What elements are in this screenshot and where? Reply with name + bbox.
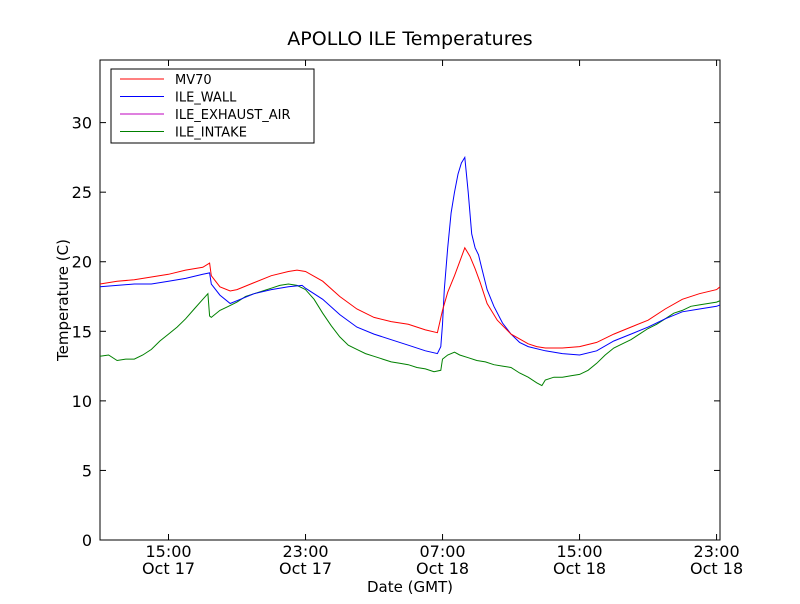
legend-label: ILE_INTAKE <box>175 126 247 141</box>
legend-label: ILE_WALL <box>175 91 237 106</box>
x-tick-label-date: Oct 18 <box>416 559 469 578</box>
series-line-mv70 <box>100 246 720 349</box>
x-tick-label-time: 23:00 <box>282 542 328 561</box>
x-tick-label-date: Oct 17 <box>142 559 195 578</box>
series-layer <box>100 155 720 387</box>
legend-label: MV70 <box>175 73 212 88</box>
series-line-ile-wall <box>100 155 720 356</box>
x-tick-label-time: 15:00 <box>145 542 191 561</box>
x-tick-label-date: Oct 18 <box>553 559 606 578</box>
x-tick-label-time: 15:00 <box>557 542 603 561</box>
y-tick-label: 5 <box>82 461 92 480</box>
legend: MV70 ILE_WALL ILE_EXHAUST_AIR ILE_INTAKE <box>110 68 315 144</box>
x-tick-label-date: Oct 17 <box>279 559 332 578</box>
x-axis-label: Date (GMT) <box>367 578 453 596</box>
legend-label: ILE_EXHAUST_AIR <box>175 108 291 123</box>
y-tick-label: 30 <box>72 114 92 133</box>
y-tick-label: 0 <box>82 531 92 550</box>
x-tick-label-time: 23:00 <box>694 542 740 561</box>
legend-box <box>110 68 315 144</box>
x-tick-label-date: Oct 18 <box>690 559 743 578</box>
y-tick-label: 10 <box>72 392 92 411</box>
x-tick-label-time: 07:00 <box>419 542 465 561</box>
y-axis-label: Temperature (C) <box>54 239 72 362</box>
y-tick-label: 25 <box>72 183 92 202</box>
chart-title: APOLLO ILE Temperatures <box>287 28 532 50</box>
y-tick-label: 15 <box>72 322 92 341</box>
series-line-ile-intake <box>100 283 720 387</box>
y-tick-label: 20 <box>72 253 92 272</box>
